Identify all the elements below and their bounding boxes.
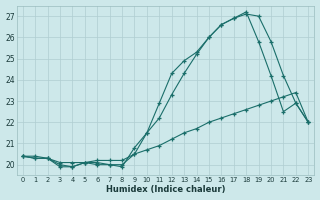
X-axis label: Humidex (Indice chaleur): Humidex (Indice chaleur)	[106, 185, 225, 194]
